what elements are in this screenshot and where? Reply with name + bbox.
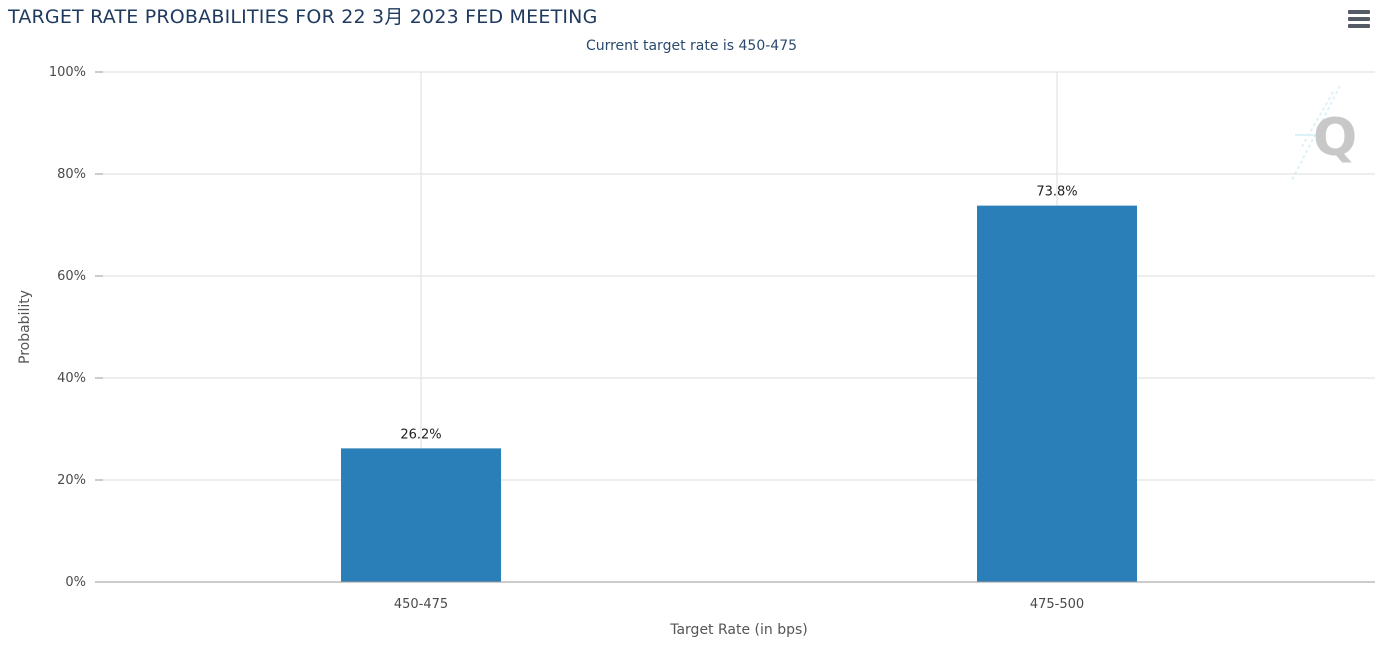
q-logo-icon: Q (1291, 85, 1357, 181)
chart-subtitle: Current target rate is 450-475 (585, 38, 798, 54)
x-axis-title: Target Rate (in bps) (669, 622, 808, 638)
y-axis-title: Probability (17, 290, 33, 364)
y-axis-tick-labels: 0% 20% 40% 60% 80% 100% (49, 65, 86, 590)
y-tick-label: 100% (49, 65, 86, 80)
menu-line (1348, 17, 1370, 21)
x-tick-label: 450-475 (394, 597, 448, 612)
bars: 26.2% 73.8% (341, 185, 1137, 582)
y-tick-label: 80% (57, 167, 86, 182)
x-tick-label: 475-500 (1030, 597, 1084, 612)
category-gridlines (420, 72, 1058, 582)
menu-line (1348, 10, 1370, 14)
hamburger-menu-icon[interactable] (1346, 10, 1372, 34)
y-tick-label: 20% (57, 473, 86, 488)
x-axis-tick-labels: 450-475 475-500 (394, 597, 1084, 612)
svg-text:Q: Q (1313, 108, 1357, 168)
y-tick-label: 0% (65, 575, 86, 590)
bar-450-475[interactable] (341, 448, 501, 582)
y-tick-label: 60% (57, 269, 86, 284)
chart-title: TARGET RATE PROBABILITIES FOR 22 3月 2023… (8, 6, 598, 28)
data-label: 73.8% (1036, 185, 1077, 200)
bar-475-500[interactable] (977, 205, 1137, 582)
menu-line (1348, 24, 1370, 28)
gridlines (95, 71, 1375, 583)
y-tick-label: 40% (57, 371, 86, 386)
data-label: 26.2% (400, 427, 441, 442)
